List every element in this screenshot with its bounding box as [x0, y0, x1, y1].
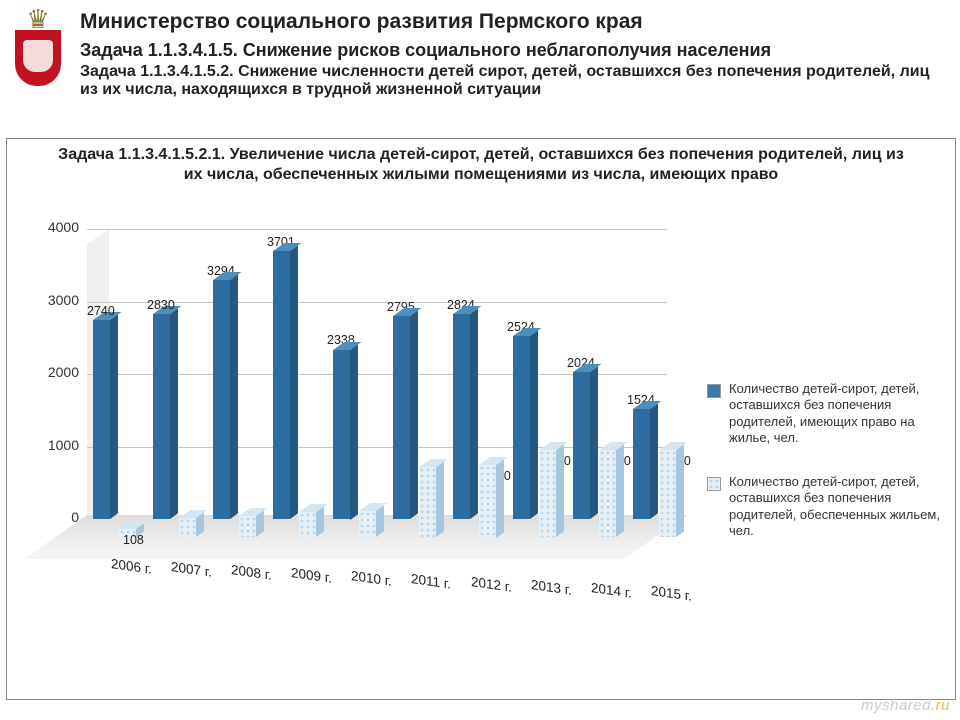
header: ♛ Министерство социального развития Перм… — [0, 0, 960, 99]
legend-label-2: Количество детей-сирот, детей, оставшихс… — [729, 474, 947, 539]
x-tick: 2013 г. — [531, 577, 572, 598]
chart-title: Задача 1.1.3.4.1.5.2.1. Увеличение числа… — [57, 145, 905, 185]
chart-frame: Задача 1.1.3.4.1.5.2.1. Увеличение числа… — [6, 138, 956, 700]
y-tick: 2000 — [27, 364, 79, 380]
legend-item-2: Количество детей-сирот, детей, оставшихс… — [707, 474, 947, 539]
ministry-title: Министерство социального развития Пермск… — [80, 10, 948, 34]
y-tick: 3000 — [27, 292, 79, 308]
legend-item-1: Количество детей-сирот, детей, оставшихс… — [707, 381, 947, 446]
task-1: Задача 1.1.3.4.1.5. Снижение рисков соци… — [80, 40, 948, 61]
watermark: myshared.ru — [861, 697, 950, 714]
chart-plot: 01000200030004000 2006 г.2007 г.2008 г.2… — [47, 229, 667, 559]
legend-swatch-1 — [707, 384, 721, 398]
legend-label-1: Количество детей-сирот, детей, оставшихс… — [729, 381, 947, 446]
shield-icon — [15, 30, 61, 86]
task-2-number: Задача 1.1.3.4.1.5.2. — [80, 63, 234, 80]
x-tick: 2008 г. — [231, 562, 272, 583]
value-label: 2740 — [87, 304, 115, 318]
value-label: 108 — [123, 533, 144, 547]
task-2: Задача 1.1.3.4.1.5.2. Снижение численнос… — [80, 63, 948, 99]
legend: Количество детей-сирот, детей, оставшихс… — [707, 381, 947, 567]
x-tick: 2010 г. — [351, 568, 392, 589]
y-tick: 1000 — [27, 437, 79, 453]
value-label: 2830 — [147, 298, 175, 312]
y-tick: 4000 — [27, 219, 79, 235]
legend-swatch-2 — [707, 477, 721, 491]
x-tick: 2006 г. — [111, 556, 152, 577]
x-tick: 2015 г. — [651, 583, 692, 604]
y-tick: 0 — [27, 509, 79, 525]
x-tick: 2014 г. — [591, 580, 632, 601]
x-tick: 2012 г. — [471, 574, 512, 595]
x-tick: 2009 г. — [291, 565, 332, 586]
crown-icon: ♛ — [26, 6, 49, 32]
perm-krai-emblem: ♛ — [6, 6, 70, 90]
x-tick: 2007 г. — [171, 559, 212, 580]
x-tick: 2011 г. — [411, 571, 451, 592]
